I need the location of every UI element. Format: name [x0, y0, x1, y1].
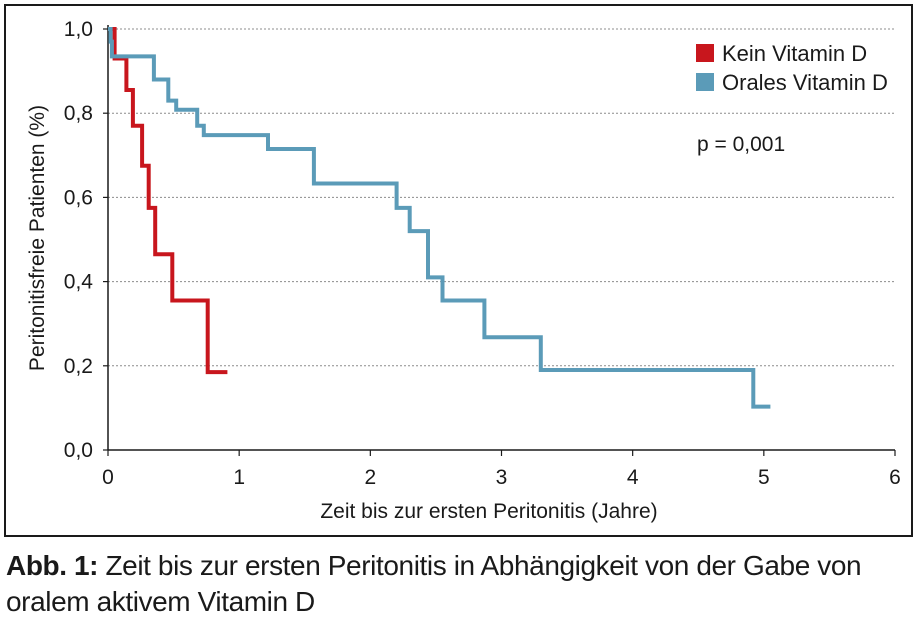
y-tick-label: 0,8: [64, 102, 93, 125]
p-value-annotation: p = 0,001: [697, 133, 785, 156]
legend-swatch-orales-vitamin-d: [696, 73, 714, 91]
y-tick-label: 0,0: [64, 439, 93, 462]
y-tick-label: 0,6: [64, 186, 93, 209]
x-tick-label: 1: [233, 466, 245, 489]
x-tick-labels: 0 1 2 3 4 5 6: [102, 450, 901, 489]
x-tick-label: 4: [627, 466, 639, 489]
figure-frame: [4, 4, 913, 537]
grid: [108, 28, 895, 367]
x-tick-label: 0: [102, 466, 114, 489]
series-layer: [108, 27, 771, 409]
x-axis-label: Zeit bis zur ersten Peritonitis (Jahre): [320, 500, 657, 523]
x-tick-label: 2: [364, 466, 376, 489]
x-tick-label: 3: [496, 466, 508, 489]
series-line-kein-vitamin-d: [108, 27, 228, 375]
legend-label-orales-vitamin-d: Orales Vitamin D: [722, 70, 888, 95]
y-tick-labels: 0,0 0,2 0,4 0,6 0,8 1,0: [64, 18, 108, 462]
x-tick-label: 6: [889, 466, 901, 489]
x-tick-label: 5: [758, 466, 770, 489]
caption-text: Zeit bis zur ersten Peritonitis in Abhän…: [6, 550, 862, 617]
series-line-orales-vitamin-d: [108, 27, 771, 409]
y-axis-label: Peritonitisfreie Patienten (%): [26, 105, 49, 371]
km-chart: 0,0 0,2 0,4 0,6 0,8 1,0 0 1 2 3 4 5 6 Zeit bis zur …: [26, 18, 901, 523]
caption-lead: Abb. 1:: [6, 550, 99, 581]
legend: Kein Vitamin D Orales Vitamin D: [696, 41, 888, 95]
legend-swatch-kein-vitamin-d: [696, 44, 714, 62]
figure-caption: Abb. 1: Zeit bis zur ersten Peritonitis …: [6, 548, 906, 620]
y-tick-label: 0,2: [64, 355, 93, 378]
y-tick-label: 0,4: [64, 271, 94, 294]
y-tick-label: 1,0: [64, 18, 93, 41]
legend-label-kein-vitamin-d: Kein Vitamin D: [722, 41, 867, 66]
